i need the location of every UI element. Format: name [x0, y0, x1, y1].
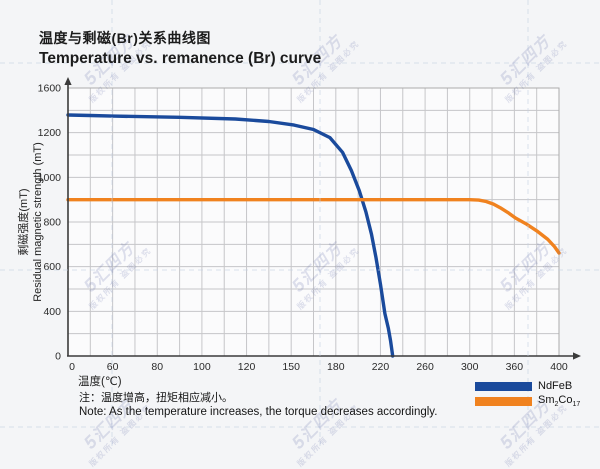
- y-tick-label: 0: [55, 351, 61, 363]
- legend-item-ndfeb: NdFeB: [475, 380, 580, 392]
- ndfeb-label: NdFeB: [538, 380, 573, 392]
- x-tick-label: 300: [461, 361, 479, 373]
- brand-watermark: 5汇四方 版权所有 盗图必究: [495, 32, 570, 105]
- brand-watermark: 5汇四方 版权所有 盗图必究: [495, 239, 570, 312]
- watermark-logo-icon: 5: [495, 273, 518, 296]
- x-tick-label: 220: [372, 361, 390, 373]
- watermark-logo-icon: 5: [287, 66, 310, 89]
- y-axis-title-zh: 剩磁强度(mT): [18, 188, 30, 256]
- ndfeb-color-swatch: [475, 381, 532, 391]
- x-tick-label: 180: [327, 361, 345, 373]
- chart-title-zh: 温度与剩磁(Br)关系曲线图: [39, 30, 211, 46]
- ndfeb-curve: [66, 113, 395, 358]
- y-tick-label: 800: [43, 217, 61, 229]
- watermark-logo-icon: 5: [79, 66, 102, 89]
- plot-area: [68, 88, 559, 356]
- y-tick-label: 1200: [38, 127, 62, 139]
- legend: NdFeB Sm2Co17: [475, 380, 581, 411]
- y-axis-title-en: Residual magnetic strength (mT): [32, 142, 44, 302]
- watermark-logo-icon: 5: [287, 273, 310, 296]
- x-tick-label: 80: [151, 361, 163, 373]
- x-tick-label: 100: [193, 361, 211, 373]
- footnotes: 注：温度增高，扭矩相应减小。 Note: As the temperature …: [79, 392, 437, 419]
- y-axis-arrow-icon: [64, 77, 72, 85]
- x-tick-label: 150: [282, 361, 300, 373]
- x-tick-label: 120: [238, 361, 256, 373]
- brand-watermark: 5汇四方 版权所有 盗图必究: [79, 239, 154, 312]
- legend-item-sm2co17: Sm2Co17: [475, 393, 581, 409]
- x-tick-label: 360: [506, 361, 524, 373]
- watermark-logo-icon: 5: [495, 66, 518, 89]
- y-tick-label: 1600: [38, 83, 62, 95]
- x-tick-label: 400: [550, 361, 568, 373]
- note-zh: 注：温度增高，扭矩相应减小。: [79, 392, 233, 404]
- sm2co17-color-swatch: [475, 396, 532, 406]
- plot-border: [67, 87, 560, 357]
- x-tick-label: 60: [107, 361, 119, 373]
- note-en: Note: As the temperature increases, the …: [79, 405, 438, 418]
- brand-watermark: 5汇四方 版权所有 盗图必究: [287, 239, 362, 312]
- y-tick-label: 600: [43, 261, 61, 273]
- x-axis-arrow-icon: [573, 352, 581, 360]
- chart-title-en: Temperature vs. remanence (Br) curve: [39, 50, 322, 67]
- chart-header: 温度与剩磁(Br)关系曲线图 Temperature vs. remanence…: [39, 29, 321, 69]
- x-tick-label: 0: [69, 361, 75, 373]
- y-tick-label: 400: [43, 306, 61, 318]
- x-tick-label: 260: [416, 361, 434, 373]
- watermark-logo-icon: 5: [79, 273, 102, 296]
- y-axis-title: 剩磁强度(mT) Residual magnetic strength (mT): [17, 142, 45, 302]
- x-axis-title: 温度(℃): [78, 376, 122, 388]
- sm2co17-curve: [66, 198, 561, 255]
- sm2co17-label: Sm2Co17: [538, 393, 581, 409]
